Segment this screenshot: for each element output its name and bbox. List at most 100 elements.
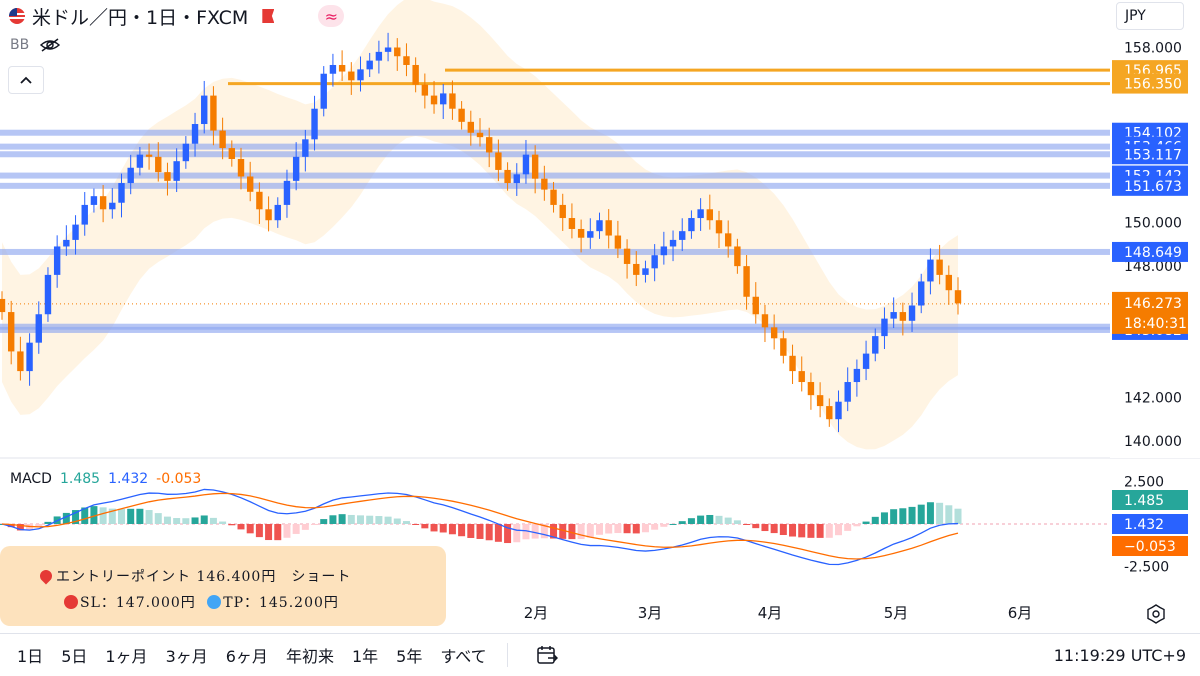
candle-body: [660, 246, 668, 256]
price-level-tag-bg: [1112, 73, 1188, 94]
bb-indicator-label[interactable]: BB: [10, 37, 30, 53]
candle-body: [697, 209, 704, 219]
symbol-title[interactable]: 米ドル／円・1日・FXCM: [32, 6, 249, 29]
candle-body: [458, 108, 465, 122]
candle-body: [155, 156, 162, 173]
candle-body: [642, 268, 649, 275]
candle-body: [844, 382, 851, 402]
bollinger-band: [2, 0, 958, 450]
candle-body: [35, 314, 42, 343]
candle-body: [311, 108, 318, 140]
macd-histogram-bar: [899, 508, 907, 524]
utc-clock[interactable]: 11:19:29 UTC+9: [1053, 645, 1186, 665]
candle-body: [173, 161, 180, 181]
calendar-range-icon[interactable]: [536, 645, 558, 665]
macd-histogram-bar: [917, 504, 925, 524]
timeframe-ytd[interactable]: 年初来: [285, 647, 334, 666]
macd-name[interactable]: MACD: [10, 471, 52, 487]
candle-body: [164, 172, 171, 181]
wave-badge-icon[interactable]: ≈: [318, 5, 345, 27]
flag-icon[interactable]: [262, 9, 275, 23]
macd-histogram-bar: [660, 524, 668, 527]
candle-body: [228, 148, 236, 160]
candle-body: [90, 196, 98, 205]
candle-body: [191, 124, 199, 144]
settings-gear-icon[interactable]: [1146, 604, 1166, 624]
collapse-legend-button[interactable]: [8, 66, 44, 94]
macd-histogram-bar: [393, 518, 401, 524]
candle-body: [17, 351, 24, 372]
price-axis-tick: 140.000: [1124, 434, 1182, 450]
entry-note-line1: エントリーポイント 146.400円 ショート: [37, 566, 351, 586]
eye-hidden-icon[interactable]: [39, 37, 61, 53]
timeframe-5y[interactable]: 5年: [396, 647, 423, 666]
price-level-tag: 156.350: [1112, 73, 1188, 94]
macd-histogram-bar: [384, 516, 392, 524]
candle-body: [118, 183, 125, 203]
price-level-tag: 148.649: [1112, 241, 1188, 262]
macd-histogram-bar: [908, 506, 916, 524]
macd-histogram-bar: [301, 524, 309, 530]
macd-value-tag-text: 1.485: [1124, 493, 1164, 509]
macd-histogram-bar: [476, 524, 484, 539]
macd-line: [1, 488, 959, 566]
support-band: [0, 182, 1110, 189]
candle-body: [908, 305, 916, 321]
timeframe-6m[interactable]: 6ヶ月: [225, 647, 268, 666]
macd-histogram-bar: [632, 524, 640, 534]
support-band: [0, 326, 1110, 333]
macd-histogram-bar: [586, 524, 594, 538]
candle-body: [394, 47, 401, 57]
take-profit-text: TP：145.200円: [223, 595, 339, 611]
candle-body: [826, 406, 833, 420]
timeframe-3m[interactable]: 3ヶ月: [165, 647, 208, 666]
timeframe-1y[interactable]: 1年: [351, 647, 379, 666]
timeframe-1m[interactable]: 1ヶ月: [105, 647, 148, 666]
macd-histogram-bar: [926, 502, 934, 524]
candle-body: [954, 290, 962, 304]
macd-histogram-bar: [724, 517, 732, 524]
candle-body: [449, 93, 456, 109]
candle-body: [145, 154, 153, 157]
macd-histogram-bar: [182, 518, 190, 524]
time-axis-label: 5月: [884, 604, 909, 622]
macd-histogram-bar: [504, 524, 512, 544]
macd-histogram-bar: [366, 515, 374, 524]
macd-histogram-bar: [623, 524, 631, 534]
macd-histogram-bar: [605, 524, 613, 534]
candle-body: [302, 139, 309, 157]
macd-histogram-bar: [136, 508, 144, 524]
current-price-tag: 146.273 18:40:31: [1112, 291, 1188, 334]
macd-histogram-bar: [311, 524, 319, 525]
candle-body: [412, 64, 419, 85]
candle-body: [633, 263, 640, 275]
macd-histogram-bar: [936, 502, 944, 524]
macd-histogram-bar: [320, 519, 328, 524]
candle-body: [927, 259, 934, 282]
macd-histogram-bar: [494, 524, 502, 542]
candle-body: [513, 174, 520, 184]
macd-histogram-bar: [237, 524, 245, 530]
timeframe-5d[interactable]: 5日: [61, 647, 88, 666]
macd-histogram-bar: [347, 514, 355, 524]
macd-histogram-bar: [99, 507, 107, 524]
toolbar-divider: [506, 643, 508, 667]
timeframe-1d[interactable]: 1日: [17, 647, 44, 666]
macd-value-tag-bg: [1112, 490, 1188, 510]
timeframe-all[interactable]: すべて: [440, 647, 487, 666]
macd-histogram-bar: [292, 524, 300, 534]
candle-body: [752, 296, 759, 315]
candle-body: [550, 189, 557, 205]
macd-histogram-bar: [145, 510, 153, 524]
macd-histogram-bar: [761, 524, 769, 532]
candle-body: [485, 137, 493, 153]
candle-body: [715, 220, 723, 234]
currency-button[interactable]: JPY: [1116, 2, 1184, 30]
price-level-tag-text: 156.350: [1124, 77, 1182, 93]
macd-histogram-bar: [568, 524, 576, 540]
candle-body: [835, 401, 842, 420]
us-flag-icon: [9, 8, 25, 24]
macd-histogram-bar: [448, 524, 456, 535]
